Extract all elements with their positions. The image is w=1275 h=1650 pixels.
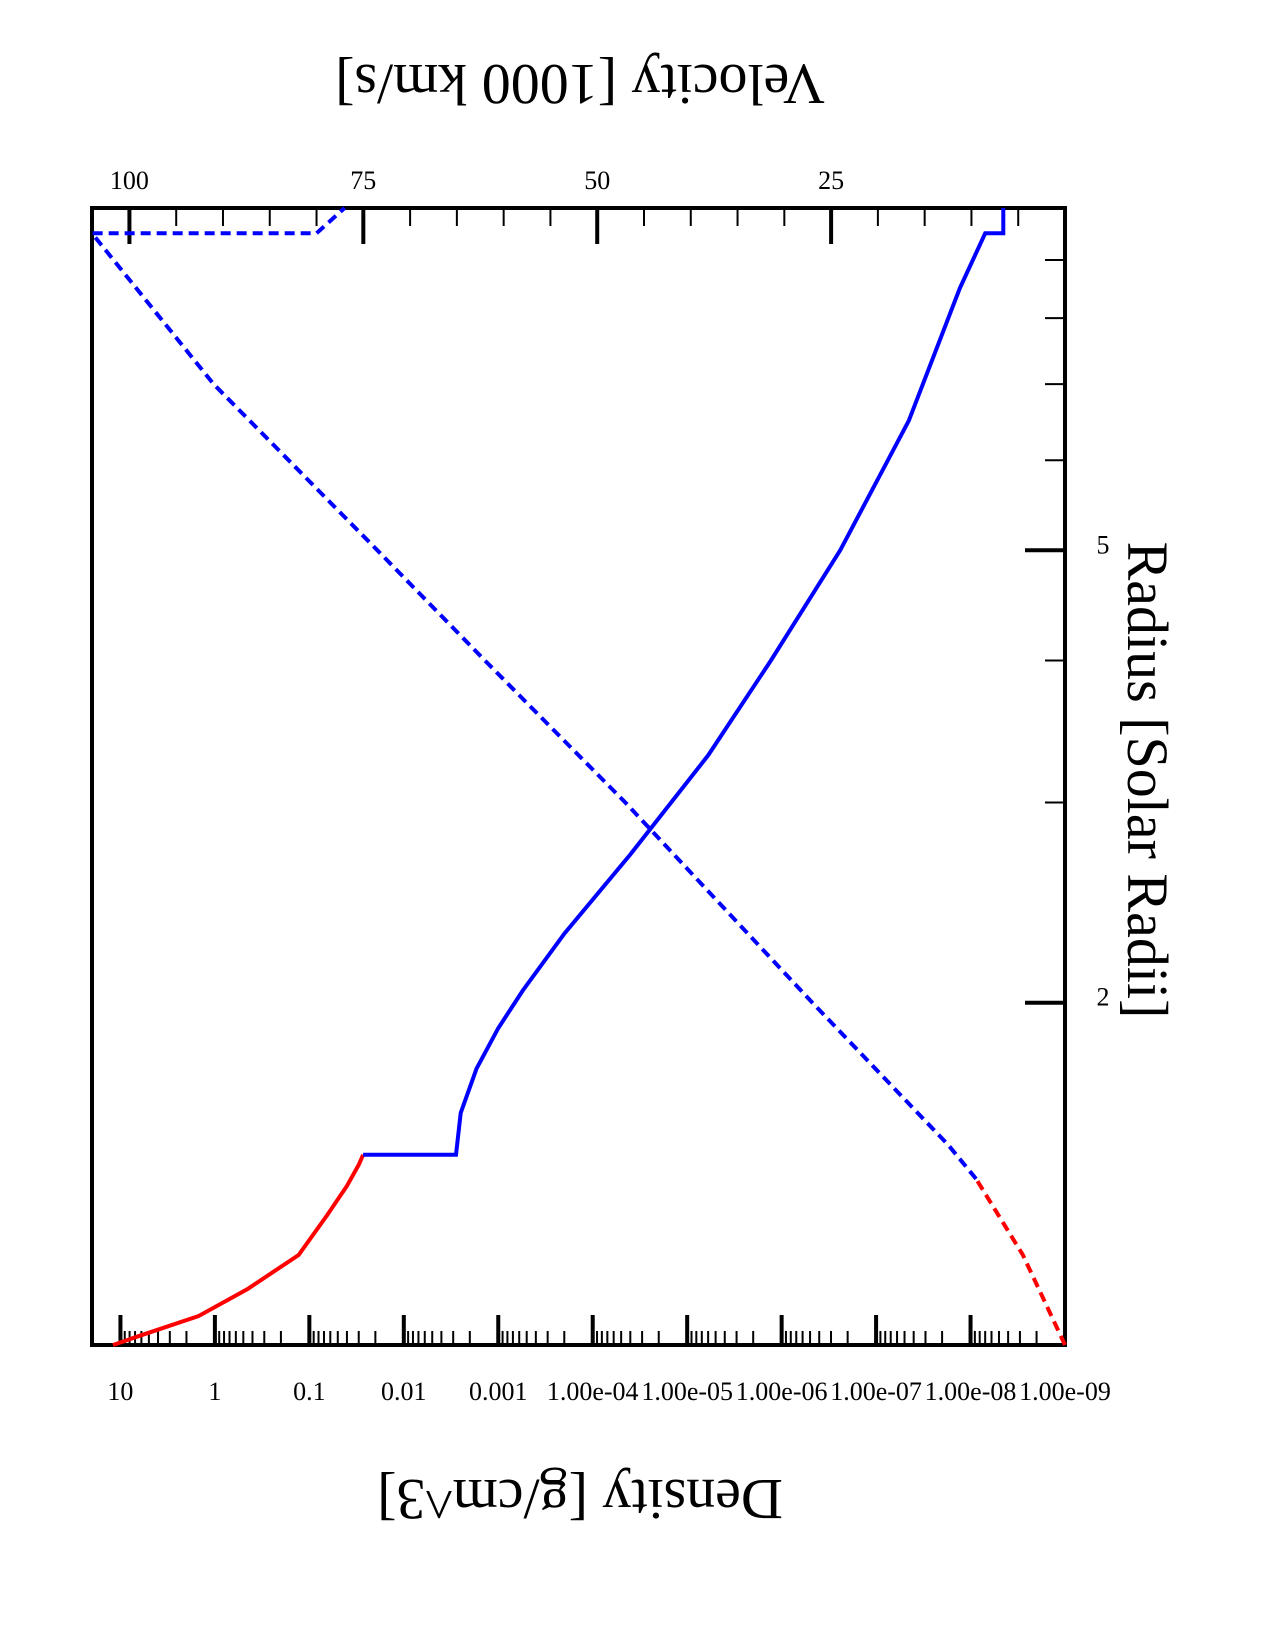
plot-frame bbox=[90, 206, 1067, 1347]
x-axis-label: Radius [Solar Radii] bbox=[1115, 542, 1180, 1019]
velocity-series-2 bbox=[974, 1177, 1067, 1346]
density-tick-label: 1.00e-07 bbox=[830, 1377, 922, 1406]
density-tick-label: 10 bbox=[107, 1377, 133, 1406]
velocity-tick-label: 50 bbox=[584, 166, 610, 195]
density-tick-label: 1.00e-09 bbox=[1019, 1377, 1111, 1406]
velocity-tick-label: 100 bbox=[110, 166, 149, 195]
radius-tick-label: 2 bbox=[1097, 983, 1110, 1012]
velocity-series-3 bbox=[87, 206, 978, 1181]
density-series-1 bbox=[363, 208, 1006, 1157]
velocity-tick-label: 75 bbox=[350, 166, 376, 195]
density-tick-label: 1.00e-05 bbox=[641, 1377, 733, 1406]
density-series-0 bbox=[112, 1154, 365, 1347]
y-left-axis-label: Density [g/cm^3] bbox=[377, 1467, 783, 1532]
radius-tick-label: 5 bbox=[1097, 530, 1110, 559]
density-tick-label: 1 bbox=[208, 1377, 221, 1406]
density-tick-label: 0.001 bbox=[469, 1377, 528, 1406]
density-tick-label: 1.00e-06 bbox=[736, 1377, 828, 1406]
velocity-tick-label: 25 bbox=[818, 166, 844, 195]
density-tick-label: 1.00e-04 bbox=[547, 1377, 639, 1406]
density-tick-label: 0.01 bbox=[381, 1377, 427, 1406]
density-tick-label: 0.1 bbox=[293, 1377, 326, 1406]
y-right-axis-label: Velocity [1000 km/s] bbox=[335, 52, 825, 117]
density-tick-label: 1.00e-08 bbox=[925, 1377, 1017, 1406]
